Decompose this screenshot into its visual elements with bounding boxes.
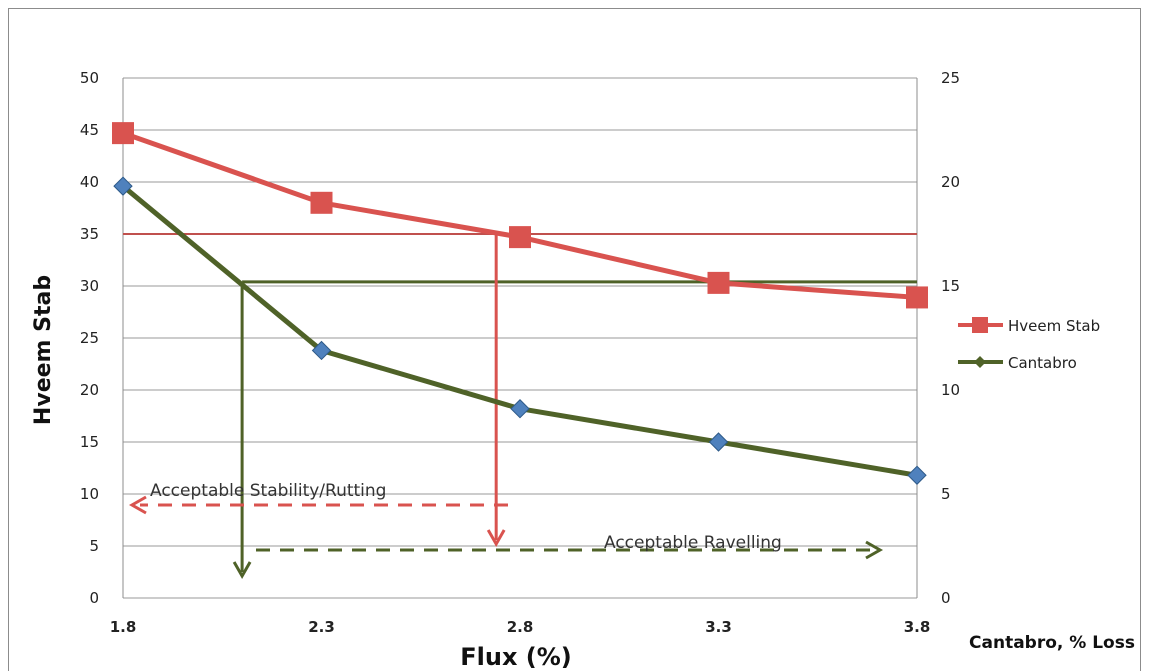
y2-tick-label: 0 [941, 589, 951, 607]
cantabro-point [510, 399, 530, 419]
y2-axis-title: Cantabro, % Loss [969, 633, 1135, 653]
cantabro-drop-arrowhead [232, 561, 252, 580]
x-tick-label: 1.8 [110, 618, 137, 636]
x-tick-label: 2.8 [507, 618, 534, 636]
x-tick-label: 3.8 [904, 618, 931, 636]
ravelling-dashed-arrowhead [865, 540, 884, 560]
legend-hveem-marker [972, 317, 988, 333]
ravelling-annotation-label: Acceptable Ravelling [604, 533, 782, 553]
x-axis-title: Flux (%) [460, 643, 572, 671]
y-tick-label: 40 [80, 173, 99, 191]
series [112, 122, 928, 485]
y-tick-label: 35 [80, 225, 99, 243]
stability-annotation-label: Acceptable Stability/Rutting [150, 481, 386, 501]
grid [122, 77, 918, 599]
y-tick-label: 10 [80, 485, 99, 503]
stability-drop-arrowhead [486, 529, 506, 548]
y2-tick-label: 20 [941, 173, 960, 191]
chart-frame [8, 8, 1141, 671]
cantabro-point [113, 176, 133, 196]
legend-hveem-label: Hveem Stab [1008, 317, 1100, 335]
annotations: Acceptable Stability/Rutting Acceptable R… [128, 481, 884, 560]
y2-tick-label: 5 [941, 485, 951, 503]
hveem-stab-point [310, 191, 333, 214]
y2-tick-label: 25 [941, 69, 960, 87]
y-tick-label: 50 [80, 69, 99, 87]
hveem-stab-point [112, 122, 134, 145]
stability-dashed-arrowhead [128, 495, 147, 515]
y-tick-label: 30 [80, 277, 99, 295]
legend: Hveem Stab Cantabro [958, 317, 1100, 372]
x-tick-label: 3.3 [705, 618, 732, 636]
hveem-stab-point [509, 226, 531, 249]
y-tick-label: 20 [80, 381, 99, 399]
legend-cantabro-marker [974, 356, 986, 368]
cantabro-point [311, 340, 332, 361]
cantabro-point [907, 465, 927, 485]
y2-tick-label: 15 [941, 277, 960, 295]
y-axis-title: Hveem Stab [31, 275, 56, 425]
tick-labels: 0 5 10 15 20 25 30 35 40 45 50 0 5 10 15 20 25 1.8 2.3 2.8 3… [80, 69, 960, 636]
hveem-stab-line [122, 130, 918, 300]
y-tick-label: 45 [80, 121, 99, 139]
y-tick-label: 15 [80, 433, 99, 451]
y-tick-label: 25 [80, 329, 99, 347]
hveem-stab-point [707, 271, 730, 294]
hveem-stab-point [906, 286, 928, 309]
cantabro-point [708, 432, 729, 452]
legend-cantabro-label: Cantabro [1008, 354, 1077, 372]
y-tick-label: 0 [89, 589, 99, 607]
y-tick-label: 5 [89, 537, 99, 555]
x-tick-label: 2.3 [308, 618, 335, 636]
y2-tick-label: 10 [941, 381, 960, 399]
